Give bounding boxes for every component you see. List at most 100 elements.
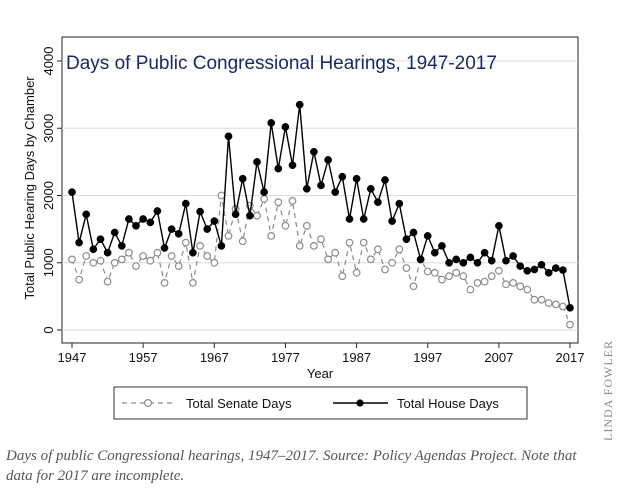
data-point bbox=[139, 252, 148, 260]
data-point bbox=[559, 266, 567, 274]
data-point bbox=[537, 295, 546, 304]
data-point bbox=[274, 198, 283, 207]
data-point bbox=[153, 207, 162, 215]
data-point bbox=[68, 255, 76, 264]
y-tick-label: 3000 bbox=[41, 114, 56, 143]
data-point bbox=[537, 260, 546, 269]
data-point bbox=[174, 229, 183, 238]
x-tick-label: 2017 bbox=[556, 350, 585, 365]
data-point bbox=[509, 252, 517, 260]
data-point bbox=[409, 282, 418, 291]
data-point bbox=[366, 184, 375, 193]
data-point bbox=[388, 217, 396, 225]
data-point bbox=[495, 266, 503, 275]
data-point bbox=[132, 221, 140, 230]
chart-title: Days of Public Congressional Hearings, 1… bbox=[66, 53, 497, 74]
data-point bbox=[402, 264, 411, 273]
data-point bbox=[381, 265, 389, 274]
data-point bbox=[331, 188, 340, 196]
data-point bbox=[103, 248, 112, 257]
data-point bbox=[181, 238, 190, 247]
data-point bbox=[544, 299, 553, 308]
data-point bbox=[188, 279, 197, 287]
data-point bbox=[295, 100, 304, 109]
data-point bbox=[210, 258, 219, 267]
legend-senate-label: Total Senate Days bbox=[186, 396, 292, 411]
data-point bbox=[324, 255, 333, 264]
x-tick-label: 2007 bbox=[484, 350, 513, 365]
data-point bbox=[274, 164, 283, 173]
data-point bbox=[68, 188, 76, 196]
plot-frame bbox=[61, 36, 579, 344]
data-point bbox=[238, 174, 247, 183]
data-point bbox=[459, 272, 468, 281]
data-point bbox=[253, 211, 261, 220]
x-axis-label: Year bbox=[307, 366, 334, 381]
data-point bbox=[117, 255, 126, 264]
data-point bbox=[96, 256, 105, 265]
data-point bbox=[139, 215, 147, 223]
x-tick-label: 1977 bbox=[271, 350, 300, 365]
data-point bbox=[203, 252, 212, 260]
photo-credit: LINDA FOWLER bbox=[601, 340, 615, 441]
data-point bbox=[338, 172, 347, 181]
data-point bbox=[523, 266, 532, 275]
data-point bbox=[374, 245, 382, 254]
data-point bbox=[374, 198, 382, 207]
data-point bbox=[75, 238, 83, 247]
data-point bbox=[352, 268, 361, 277]
data-point bbox=[210, 217, 219, 225]
data-point bbox=[452, 268, 461, 277]
legend-box bbox=[113, 386, 528, 420]
data-point bbox=[445, 272, 454, 281]
data-point bbox=[438, 242, 446, 250]
data-point bbox=[366, 255, 375, 264]
data-point bbox=[566, 303, 574, 312]
data-point bbox=[310, 147, 318, 156]
data-point bbox=[551, 264, 560, 272]
data-point bbox=[459, 258, 468, 267]
data-point bbox=[310, 241, 318, 250]
figure-caption: Days of public Congressional hearings, 1… bbox=[6, 448, 577, 484]
x-tick-label: 1997 bbox=[413, 350, 442, 365]
y-axis-label: Total Public Hearing Days by Chamber bbox=[22, 76, 37, 300]
data-point bbox=[295, 241, 304, 250]
data-point bbox=[551, 300, 560, 309]
data-point bbox=[530, 265, 539, 274]
y-tick-label: 2000 bbox=[41, 181, 56, 210]
data-point bbox=[302, 221, 311, 230]
data-point bbox=[324, 156, 332, 164]
data-point bbox=[416, 255, 425, 264]
data-point bbox=[302, 184, 311, 193]
data-point bbox=[523, 285, 532, 294]
data-point bbox=[238, 237, 247, 246]
data-point bbox=[231, 210, 240, 219]
data-point bbox=[359, 215, 368, 223]
data-point bbox=[452, 255, 461, 264]
data-point bbox=[381, 176, 389, 184]
data-point bbox=[409, 228, 418, 237]
data-point bbox=[253, 158, 261, 166]
legend-senate-marker bbox=[144, 399, 153, 408]
data-point bbox=[82, 210, 91, 219]
data-point bbox=[160, 279, 169, 287]
data-point bbox=[89, 245, 98, 254]
data-point bbox=[196, 207, 204, 216]
data-point bbox=[224, 231, 233, 240]
data-point bbox=[345, 215, 354, 223]
data-point bbox=[260, 194, 269, 203]
data-point bbox=[110, 258, 119, 267]
data-point bbox=[167, 252, 176, 260]
data-point bbox=[117, 242, 126, 250]
legend-house-label: Total House Days bbox=[397, 396, 499, 411]
x-tick-label: 1957 bbox=[129, 350, 158, 365]
data-point bbox=[181, 199, 190, 208]
data-point bbox=[473, 258, 482, 267]
data-point bbox=[267, 119, 276, 127]
data-point bbox=[203, 225, 212, 233]
y-tick-label: 1000 bbox=[41, 248, 56, 277]
data-point bbox=[430, 248, 439, 257]
data-point bbox=[217, 191, 226, 200]
data-point bbox=[388, 258, 397, 267]
